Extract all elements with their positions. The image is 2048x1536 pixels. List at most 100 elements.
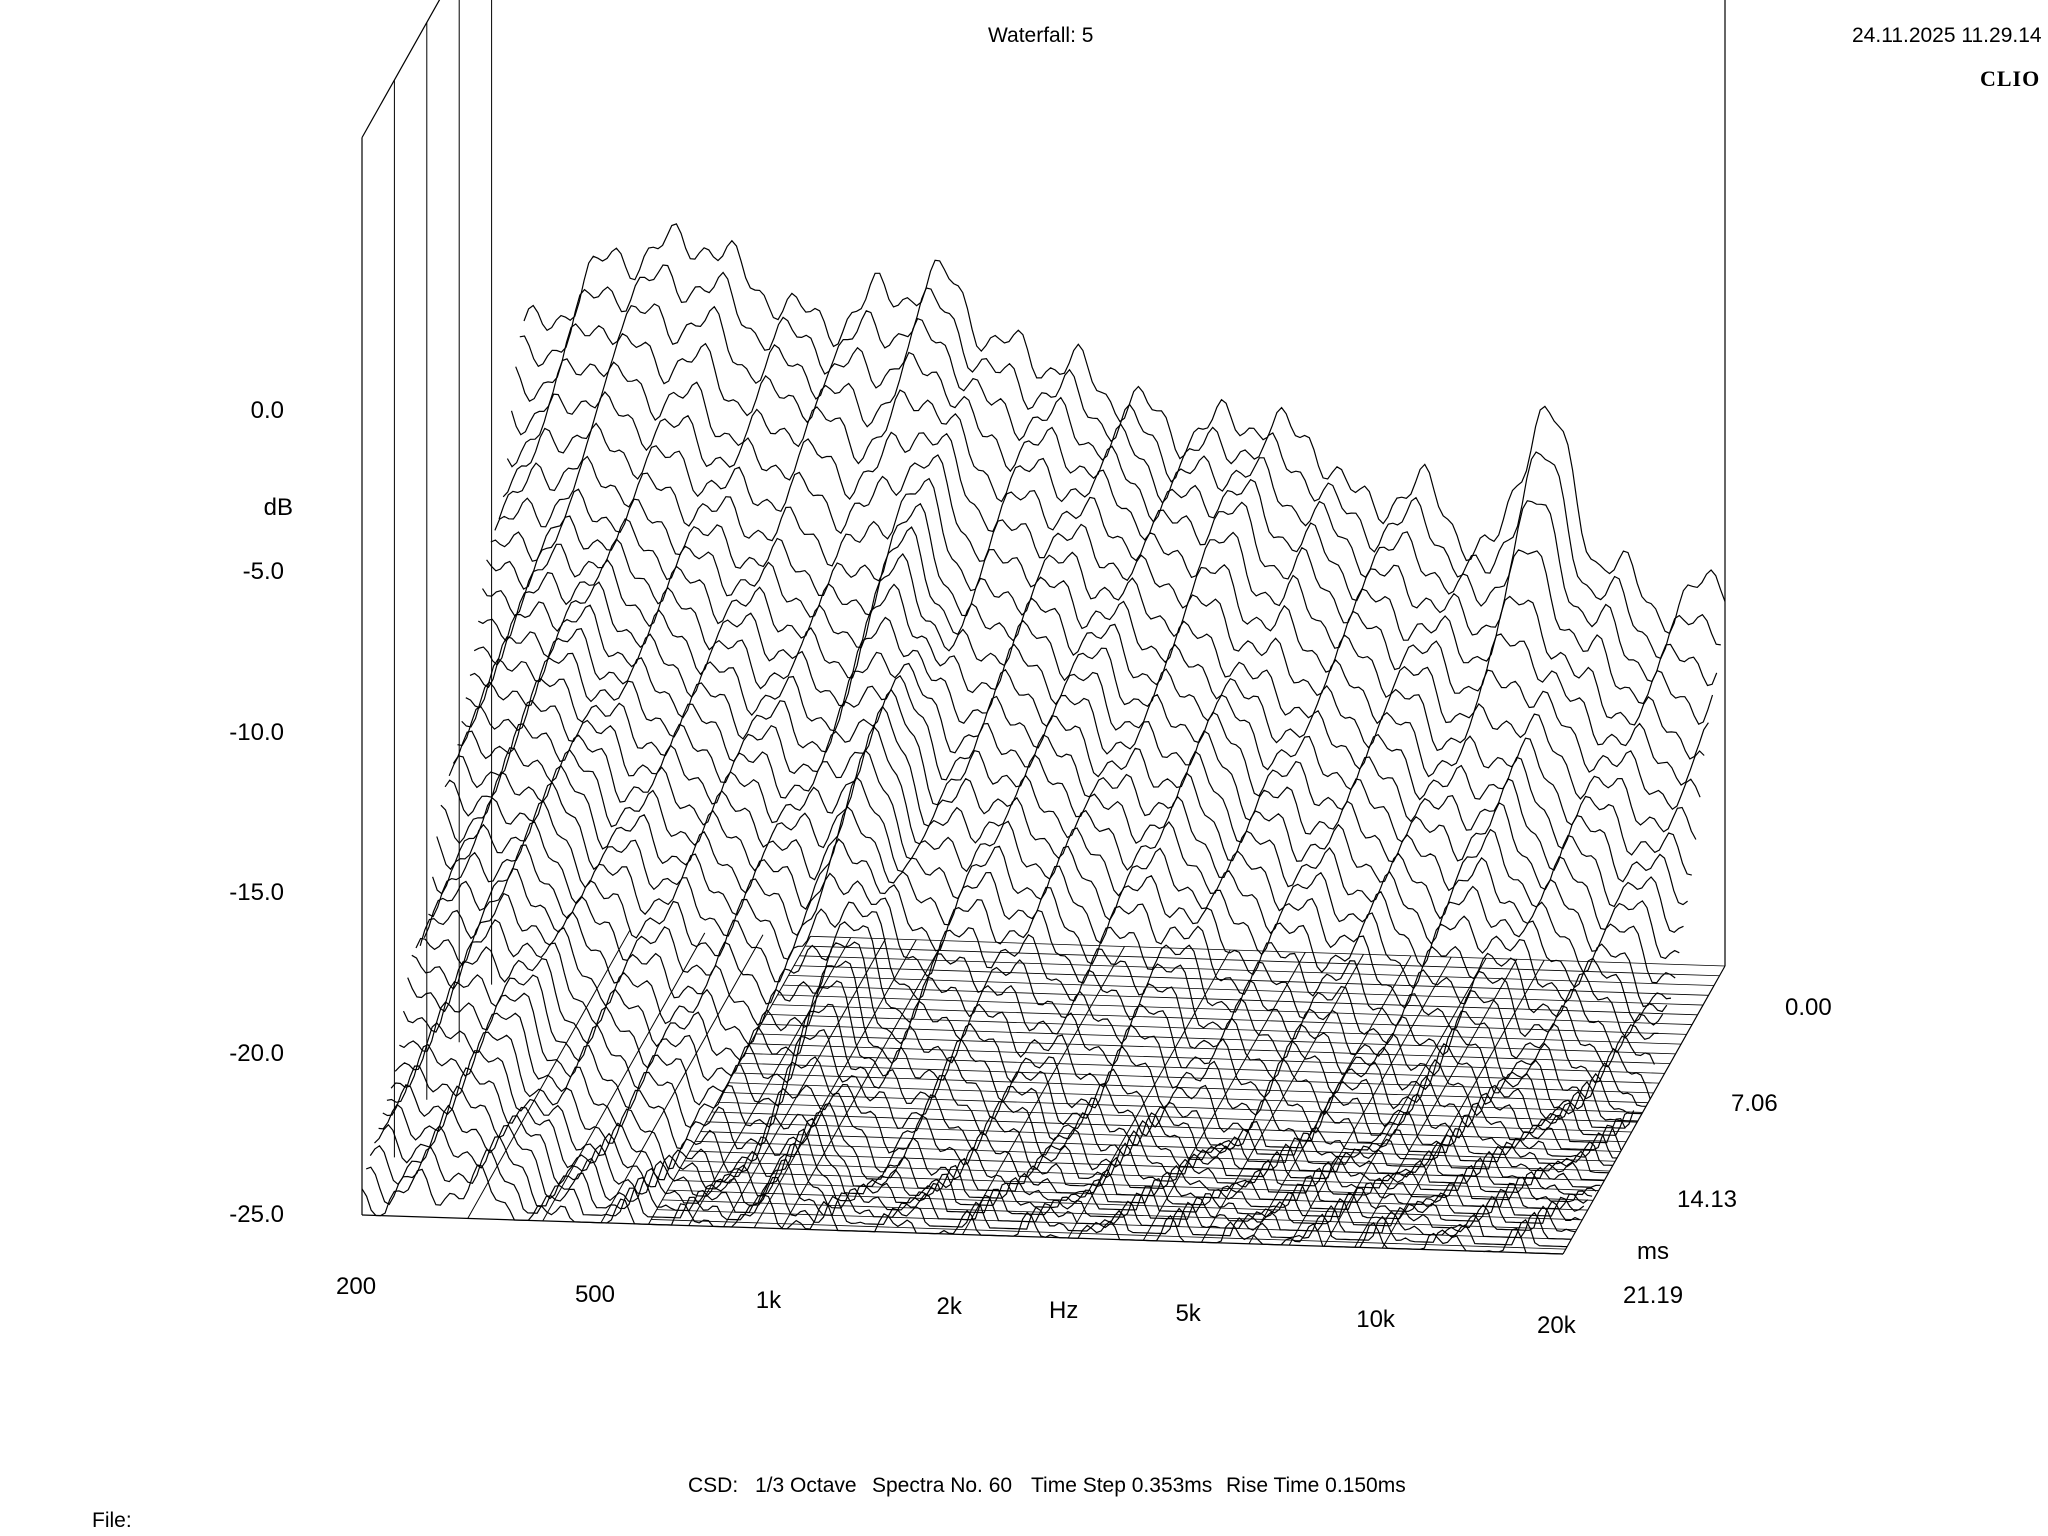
spectrum-curve — [515, 303, 1718, 687]
chart-title: Waterfall: 5 — [988, 24, 1094, 47]
y-tick-label: -15.0 — [229, 879, 284, 907]
floor-grid-line — [753, 939, 917, 1228]
y-tick-label: -20.0 — [229, 1040, 284, 1068]
z-tick-label: 21.19 — [1623, 1282, 1684, 1309]
spectrum-curve — [432, 800, 1635, 1129]
spectrum-curve — [361, 1164, 1564, 1255]
spectrum-curve — [407, 946, 1609, 1174]
floor-time-line — [678, 1170, 1594, 1201]
spectrum-curve — [394, 1012, 1597, 1196]
floor-grid-line — [1288, 956, 1452, 1246]
footer-smoothing: 1/3 Octave — [755, 1474, 857, 1497]
spectrum-curve — [506, 361, 1709, 760]
floor-grid-line — [1248, 955, 1412, 1245]
spectrum-curve — [457, 677, 1659, 1054]
floor-time-line — [662, 1199, 1577, 1230]
spectrum-curve — [440, 764, 1642, 1115]
floor-time-line — [772, 1004, 1687, 1035]
spectrum-curve — [498, 422, 1701, 811]
spectrum-curve — [465, 628, 1668, 1024]
floor-time-line — [733, 1072, 1649, 1104]
spectrum-curve — [365, 1146, 1568, 1248]
floor-time-line — [711, 1111, 1627, 1143]
spectrum-curve — [444, 747, 1647, 1107]
z-tick-label: 0.00 — [1785, 994, 1832, 1021]
spectrum-curve — [473, 581, 1676, 984]
floor-time-line — [651, 1219, 1566, 1250]
x-tick-label: 10k — [1356, 1306, 1395, 1334]
x-tick-label: 500 — [574, 1280, 615, 1308]
floor-time-line — [695, 1140, 1610, 1172]
z-tick-label: 14.13 — [1676, 1186, 1738, 1214]
floor-time-line — [761, 1023, 1676, 1055]
floor-time-line — [805, 945, 1720, 977]
floor-grid-line — [688, 937, 852, 1226]
spectrum-curve — [419, 868, 1622, 1151]
floor-grid-line — [1323, 957, 1487, 1247]
floor-time-line — [794, 965, 1709, 996]
spectrum-curve — [411, 918, 1613, 1166]
footer-csd: CSD: — [688, 1474, 739, 1497]
floor-time-line — [684, 1160, 1599, 1191]
floor-time-line — [728, 1082, 1643, 1113]
x-tick-label: 5k — [1175, 1300, 1201, 1328]
waterfall-curves — [361, 223, 1726, 1255]
floor-grid-line — [1354, 958, 1518, 1248]
brand-logo: CLIO — [1980, 66, 2041, 91]
floor-time-line — [755, 1033, 1671, 1065]
floor-time-line — [689, 1150, 1605, 1182]
x-tick-label: 2k — [936, 1292, 962, 1320]
spectrum-curve — [423, 844, 1626, 1144]
plot-frame — [361, 0, 1726, 1255]
spectrum-curve — [519, 264, 1721, 660]
spectrum-curve — [510, 332, 1714, 725]
y-tick-label: -25.0 — [229, 1201, 284, 1228]
spectrum-curve — [478, 559, 1680, 960]
x-tick-label: 20k — [1537, 1312, 1576, 1339]
spectrum-curve — [481, 538, 1684, 933]
spectrum-curve — [486, 515, 1688, 906]
spectrum-curve — [390, 1031, 1593, 1203]
y-tick-label: -5.0 — [242, 557, 284, 585]
floor-time-line — [706, 1121, 1621, 1152]
spectrum-curve — [469, 604, 1672, 1008]
spectrum-curve — [402, 974, 1605, 1181]
floor-grid-line — [1142, 952, 1306, 1241]
x-tick-label: 1k — [755, 1286, 782, 1314]
floor-time-line — [717, 1101, 1632, 1133]
plot-grid — [393, 0, 1726, 1250]
floor-grid-line — [1381, 959, 1545, 1249]
spectrum-curve — [490, 488, 1692, 876]
floor-time-line — [739, 1062, 1654, 1094]
spectrum-curve — [523, 223, 1726, 635]
x-tick-label: 200 — [336, 1273, 377, 1300]
frame-floor-right — [1562, 965, 1726, 1255]
spectrum-curve — [452, 699, 1655, 1068]
floor-time-line — [810, 935, 1726, 967]
y-tick-label: 0.0 — [250, 397, 284, 424]
spectrum-curve — [369, 1124, 1572, 1240]
floor-grid-line — [600, 934, 764, 1224]
y-tick-label: -10.0 — [229, 718, 284, 746]
floor-time-line — [799, 955, 1715, 986]
footer-rise-time: Rise Time 0.150ms — [1226, 1474, 1406, 1497]
floor-grid-line — [542, 932, 706, 1222]
floor-time-line — [722, 1092, 1638, 1123]
z-tick-label: 7.06 — [1731, 1089, 1778, 1117]
floor-grid-line — [1067, 949, 1231, 1239]
footer-spectra: Spectra No. 60 — [872, 1474, 1013, 1497]
footer-file-label: File: — [92, 1509, 132, 1532]
spectrum-curve — [415, 892, 1618, 1159]
footer-time-step: Time Step 0.353ms — [1031, 1474, 1213, 1497]
spectrum-curve — [428, 821, 1630, 1137]
floor-grid-line — [1201, 954, 1364, 1243]
spectrum-curve — [399, 992, 1601, 1188]
timestamp: 24.11.2025 11.29.14 — [1852, 24, 2042, 47]
spectrum-curve — [494, 455, 1697, 840]
floor-grid-line — [467, 930, 631, 1219]
z-axis-title: ms — [1637, 1238, 1669, 1265]
spectrum-curve — [436, 781, 1638, 1122]
frame-top-left — [361, 0, 441, 138]
spectrum-curve — [502, 391, 1705, 786]
